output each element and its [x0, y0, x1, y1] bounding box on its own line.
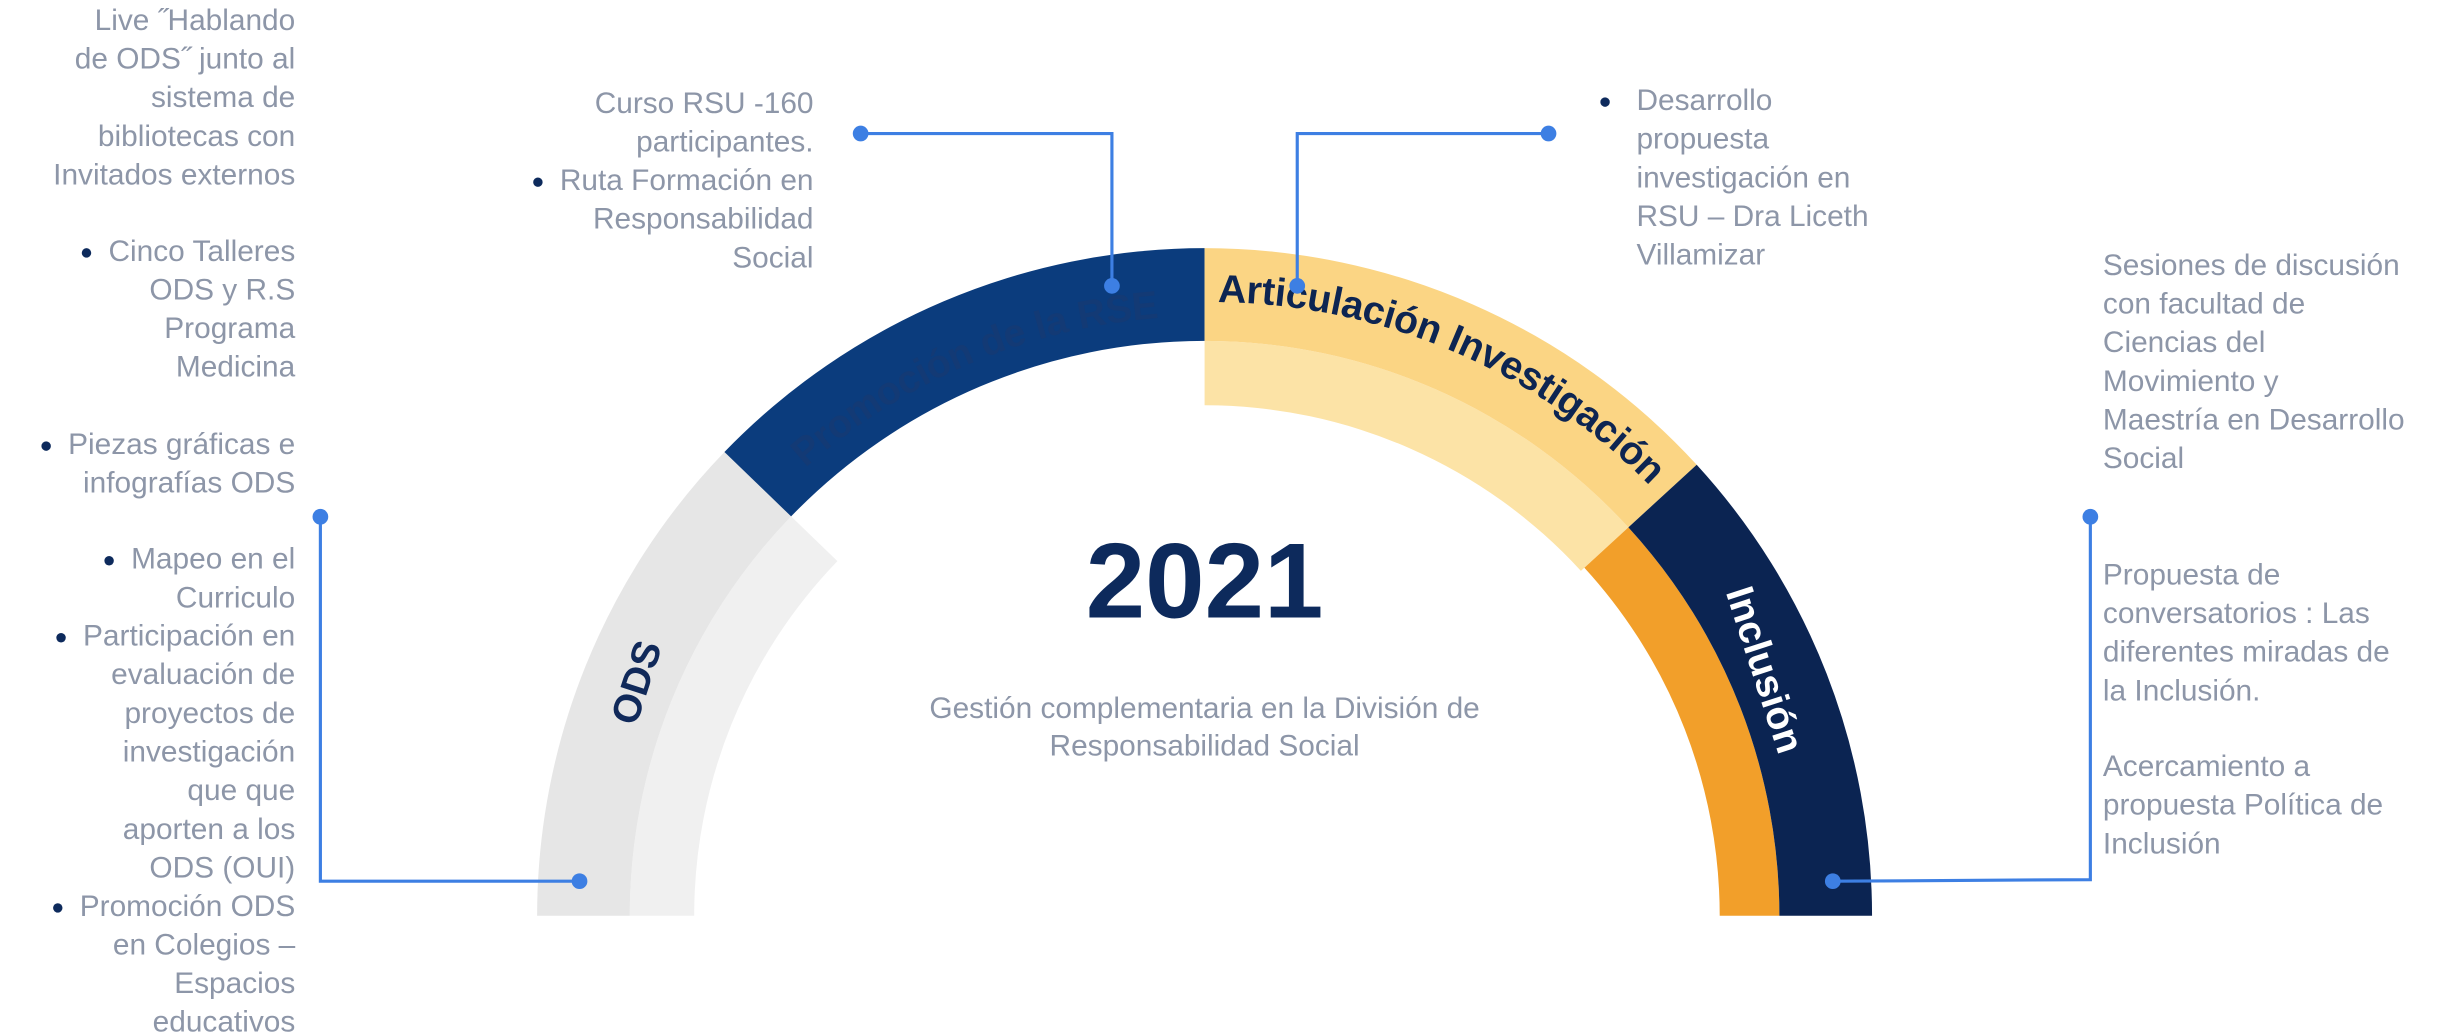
note-line: diferentes miradas de — [2103, 636, 2390, 669]
note-line: Acercamiento a — [2103, 750, 2311, 783]
dot — [571, 873, 588, 890]
bullet — [533, 177, 543, 187]
note-line: con facultad de — [2103, 288, 2305, 321]
note-line: investigación en — [1636, 161, 1850, 194]
note-line: participantes. — [636, 126, 813, 159]
note-line: Movimiento y — [2103, 365, 2279, 398]
dot — [2082, 508, 2099, 525]
connector — [1295, 131, 1549, 286]
note-line: Medicina — [176, 351, 296, 384]
gauge-segment — [1584, 527, 1780, 916]
note-line: proyectos de — [124, 697, 295, 730]
bullet — [41, 441, 51, 451]
gauge-segment — [724, 248, 1205, 517]
note-line: Sesiones de discusión — [2103, 249, 2400, 282]
note-line: Cinco Talleres — [108, 235, 295, 268]
bullet — [1600, 97, 1610, 107]
dot — [312, 508, 329, 525]
note-line: Curriculo — [176, 581, 295, 614]
note-line: Responsabilidad — [593, 203, 814, 236]
connector — [860, 131, 1114, 286]
gauge-segment — [1628, 464, 1873, 916]
gauge-segment — [537, 452, 792, 916]
note-line: Social — [732, 241, 813, 274]
connectors — [318, 131, 2092, 883]
bullet — [81, 248, 92, 258]
note-line: Mapeo en el — [131, 543, 295, 576]
note-line: Propuesta de — [2103, 558, 2280, 591]
dot — [852, 125, 869, 142]
note-line: bibliotecas con — [98, 120, 295, 153]
note-line: ODS (OUI) — [149, 851, 295, 884]
dot — [1540, 125, 1557, 142]
note-line: Inclusión — [2103, 827, 2221, 860]
gauge-segment — [629, 516, 838, 916]
gauge-segment — [1204, 248, 1697, 528]
connector — [1832, 516, 2092, 883]
note-line: investigación — [123, 736, 295, 769]
connector — [318, 516, 580, 883]
dot — [1824, 873, 1841, 890]
note-line: conversatorios : Las — [2103, 597, 2370, 630]
connector-dots — [312, 125, 2099, 890]
note-line: Invitados externos — [53, 158, 295, 191]
note-line: Piezas gráficas e — [68, 428, 295, 461]
note-line: Desarrollo — [1636, 84, 1772, 117]
dot — [1104, 278, 1120, 294]
note-line: Villamizar — [1636, 239, 1765, 272]
note-line: Promoción ODS — [80, 890, 295, 923]
note-line: la Inclusión. — [2103, 674, 2261, 707]
subtitle: Responsabilidad Social — [1050, 730, 1360, 763]
note-line: Programa — [164, 312, 295, 345]
note-line: evaluación de — [111, 658, 295, 691]
note-line: infografías ODS — [83, 467, 295, 500]
note-line: ODS y R.S — [149, 273, 295, 306]
subtitle: Gestión complementaria en la División de — [929, 692, 1479, 725]
note-line: Ruta Formación en — [560, 164, 814, 197]
bullet — [53, 903, 63, 913]
note-line: de ODS˝ junto al — [75, 43, 295, 76]
note-line: Ciencias del — [2103, 326, 2265, 359]
year: 2021 — [1086, 520, 1324, 640]
bullet — [56, 633, 66, 643]
dot — [1289, 278, 1306, 294]
note-line: que que — [187, 774, 295, 807]
note-line: aporten a los — [123, 813, 295, 846]
note-line: Live ˝Hablando — [95, 4, 296, 37]
gauge-segment — [1204, 340, 1629, 571]
note-line: sistema de — [151, 81, 295, 114]
note-line: Maestría en Desarrollo — [2103, 403, 2405, 436]
bullet — [104, 556, 114, 566]
note-line: Social — [2103, 442, 2184, 475]
note-line: propuesta — [1636, 123, 1769, 156]
note-line: educativos — [153, 1006, 296, 1032]
note-line: RSU – Dra Liceth — [1636, 200, 1868, 233]
note-line: propuesta Política de — [2103, 789, 2383, 822]
note-line: Participación en — [83, 620, 295, 653]
note-line: Espacios — [174, 967, 295, 1000]
gauge — [537, 248, 1873, 916]
note-line: Curso RSU -160 — [595, 87, 814, 120]
note-line: en Colegios – — [113, 928, 296, 961]
